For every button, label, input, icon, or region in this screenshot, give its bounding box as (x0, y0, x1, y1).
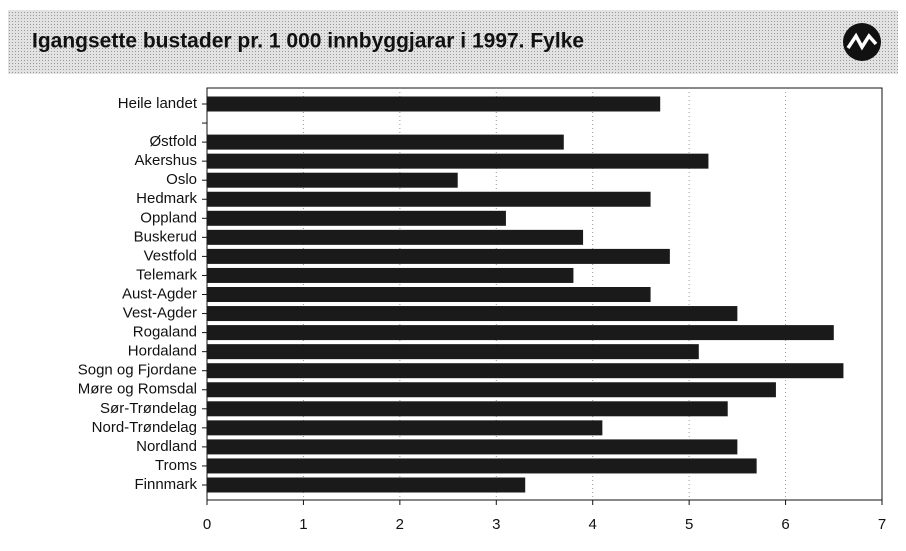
bar (207, 439, 738, 455)
y-tick-label: Aust-Agder (122, 285, 197, 302)
bar (207, 191, 651, 207)
y-tick-label: Buskerud (134, 228, 197, 245)
bar (207, 210, 506, 226)
bar (207, 306, 738, 322)
bar (207, 267, 574, 283)
y-tick-label: Sogn og Fjordane (78, 362, 197, 379)
y-tick-label: Vestfold (144, 247, 197, 264)
x-tick-label: 1 (299, 516, 307, 533)
y-tick-label: Møre og Romsdal (78, 381, 197, 398)
logo (843, 23, 881, 61)
bar (207, 172, 458, 188)
bar (207, 153, 709, 169)
y-tick-label: Rogaland (133, 324, 197, 341)
y-tick-label: Troms (155, 457, 197, 474)
x-tick-label: 3 (492, 516, 500, 533)
y-tick-label: Vest-Agder (123, 305, 197, 322)
y-tick-label: Finnmark (134, 476, 197, 493)
y-tick-label: Hedmark (136, 190, 197, 207)
y-tick-label: Oslo (166, 171, 197, 188)
chart-title: Igangsette bustader pr. 1 000 innbyggjar… (32, 30, 584, 53)
y-tick-label: Nord-Trøndelag (92, 419, 197, 436)
x-tick-label: 4 (589, 516, 597, 533)
bar (207, 248, 670, 264)
bar (207, 344, 699, 360)
x-tick-label: 0 (203, 516, 211, 533)
y-tick-label: Oppland (140, 209, 197, 226)
y-tick-label: Østfold (149, 133, 197, 150)
x-tick-label: 7 (878, 516, 886, 533)
y-tick-label: Hordaland (128, 343, 197, 360)
x-tick-label: 6 (781, 516, 789, 533)
bar (207, 363, 844, 379)
header-band (8, 10, 898, 74)
bar (207, 382, 776, 398)
bar (207, 287, 651, 302)
y-tick-label: Telemark (136, 266, 197, 283)
y-tick-label: Nordland (136, 438, 197, 455)
bar (207, 420, 603, 436)
x-tick-label: 5 (685, 516, 693, 533)
y-tick-label: Akershus (134, 152, 197, 169)
bar (207, 96, 661, 112)
y-tick-label: Sør-Trøndelag (100, 400, 197, 417)
x-tick-label: 2 (396, 516, 404, 533)
y-tick-label: Heile landet (118, 95, 198, 112)
bar (207, 458, 757, 474)
bar (207, 134, 564, 150)
bar (207, 477, 526, 493)
bar (207, 325, 834, 341)
bar (207, 401, 728, 417)
bar (207, 229, 584, 245)
